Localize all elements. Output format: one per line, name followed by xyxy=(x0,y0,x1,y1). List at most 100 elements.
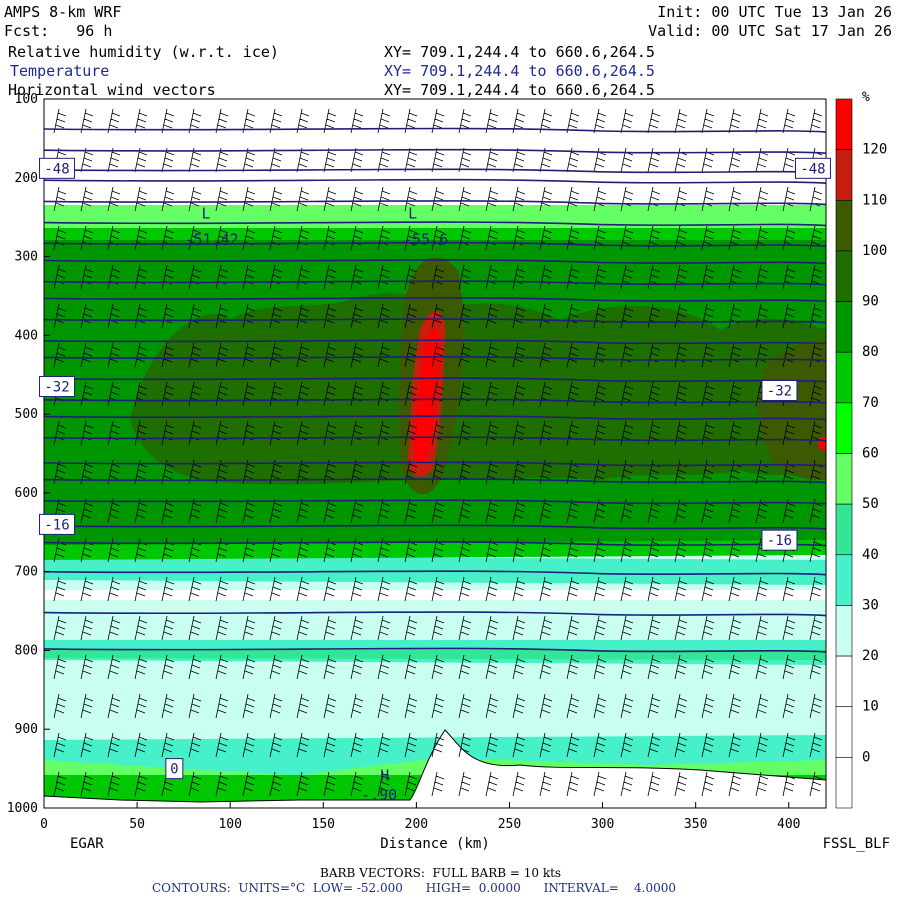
x-tick-label: 200 xyxy=(405,817,428,832)
temperature-contour xyxy=(44,647,826,653)
temperature-contour xyxy=(44,398,826,404)
wind-barb-column xyxy=(620,108,634,797)
colorbar-swatch xyxy=(835,453,853,505)
colorbar-label: 120 xyxy=(862,142,887,158)
field-label-temperature: Temperature xyxy=(10,62,110,80)
temperature-contour xyxy=(44,339,826,345)
wind-barb-column xyxy=(269,108,283,797)
colorbar-label: 0 xyxy=(862,749,870,765)
wind-barb-column xyxy=(701,108,715,797)
wind-barb-column xyxy=(296,108,310,797)
colorbar-label: 70 xyxy=(862,395,879,411)
x-axis-label: Distance (km) xyxy=(380,836,490,852)
wind-barb-column xyxy=(161,108,175,797)
colorbar-swatch xyxy=(835,706,853,758)
wind-barb-column xyxy=(809,108,823,797)
temperature-contour xyxy=(44,524,826,530)
y-tick-label: 900 xyxy=(15,722,38,737)
contour-label: 0 xyxy=(170,762,178,778)
colorbar-label: 50 xyxy=(862,496,879,512)
contour-label-box xyxy=(761,379,798,401)
temperature-contour xyxy=(44,478,826,484)
temperature-contour xyxy=(44,200,826,206)
temperature-contour xyxy=(44,318,826,324)
footer-contours: CONTOURS: UNITS=°C LOW= -52.000 HIGH= 0.… xyxy=(152,881,676,895)
y-tick-label: 800 xyxy=(15,643,38,658)
field-xy-temperature: XY= 709.1,244.4 to 660.6,264.5 xyxy=(384,62,655,80)
colorbar-label: 30 xyxy=(862,597,879,613)
field-label-wind: Horizontal wind vectors xyxy=(8,81,216,99)
temperature-contour xyxy=(44,241,826,248)
x-tick-label: 150 xyxy=(312,817,335,832)
colorbar-swatch xyxy=(835,250,853,302)
colorbar-swatch xyxy=(835,655,853,708)
contour-labels: -48 -48 -32 -32 -16 -16 0 L -51.42 L -55.6 H -.90 xyxy=(39,157,831,804)
temperature-contour xyxy=(44,280,826,286)
contour-label-box xyxy=(39,376,76,398)
model-title: AMPS 8-km WRF xyxy=(4,3,122,21)
colorbar-swatch xyxy=(835,503,853,556)
temperature-contour xyxy=(44,148,826,155)
rh-band-olive-right xyxy=(758,340,826,480)
wind-barb-column xyxy=(377,108,391,797)
field-xy-wind: XY= 709.1,244.4 to 660.6,264.5 xyxy=(384,81,655,99)
contour-label: -32 xyxy=(44,380,69,396)
wind-barb-column xyxy=(782,108,796,797)
colorbar-swatch xyxy=(835,351,853,404)
extremum-label: L xyxy=(408,205,417,223)
colorbar-label: 60 xyxy=(862,446,879,462)
contour-label: -32 xyxy=(767,383,792,399)
y-tick-label: 100 xyxy=(15,92,38,107)
wind-barb-column xyxy=(485,108,499,797)
footer-barb: BARB VECTORS: FULL BARB = 10 kts xyxy=(320,866,562,880)
wind-barb-column xyxy=(107,108,121,797)
wind-barb-column xyxy=(755,108,769,797)
contour-label: -16 xyxy=(767,533,792,549)
x-tick-label: 100 xyxy=(218,817,241,832)
extremum-label: H xyxy=(380,766,389,784)
y-tick-label: 500 xyxy=(15,407,38,422)
contour-label-box xyxy=(39,513,76,535)
temperature-contour xyxy=(44,461,826,467)
colorbar-label: 10 xyxy=(862,699,879,715)
contour-label: -48 xyxy=(800,161,825,177)
colorbar-swatch xyxy=(835,199,853,252)
colorbar-swatch xyxy=(835,605,853,657)
contour-label-box xyxy=(761,529,798,551)
wind-barb-column xyxy=(350,108,364,797)
rh-band-light-green xyxy=(44,205,826,232)
colorbar-unit: % xyxy=(862,90,870,105)
x-tick-label: 0 xyxy=(40,817,48,832)
colorbar-label: 80 xyxy=(862,344,879,360)
colorbar-label: 100 xyxy=(862,243,887,259)
temperature-contour xyxy=(44,415,826,421)
rh-band-mid-mcyan xyxy=(44,650,826,660)
colorbar-swatch xyxy=(835,402,853,454)
colorbar-swatch xyxy=(835,149,853,201)
wind-barb-column xyxy=(593,108,607,797)
y-tick-label: 600 xyxy=(15,486,38,501)
x-tick-label: 250 xyxy=(498,817,521,832)
temperature-contour xyxy=(44,377,826,383)
temperature-contour xyxy=(44,611,826,617)
colorbar-label: 110 xyxy=(862,192,887,208)
extremum-label: L xyxy=(201,205,210,223)
colorbar-swatch xyxy=(835,757,853,809)
axes: 0 50 100 150 200 250 300 350 4001002003004005006… xyxy=(7,92,890,852)
wind-barb-column xyxy=(323,108,337,797)
init-time: Init: 00 UTC Tue 13 Jan 26 xyxy=(657,3,892,21)
y-tick-label: 200 xyxy=(15,171,38,186)
temperature-contour xyxy=(44,436,826,442)
x-tick-label: 350 xyxy=(684,817,707,832)
rh-band-red xyxy=(414,329,441,465)
wind-barb-column xyxy=(404,108,418,797)
temperature-contour xyxy=(44,356,826,362)
colorbar-label: 40 xyxy=(862,547,879,563)
y-tick-label: 300 xyxy=(15,250,38,265)
colorbar-swatch xyxy=(835,98,853,150)
temperature-contour-layer xyxy=(44,127,826,653)
y-tick-label: 700 xyxy=(15,565,38,580)
y-tick-label: 1000 xyxy=(7,801,38,816)
